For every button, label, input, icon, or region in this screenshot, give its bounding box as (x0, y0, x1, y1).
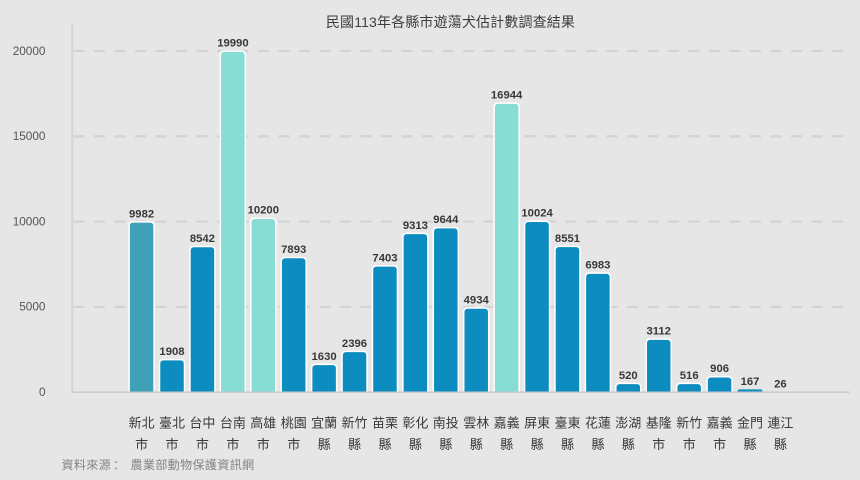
svg-text:1630: 1630 (312, 351, 337, 363)
svg-text:7403: 7403 (372, 252, 397, 264)
svg-text:新竹: 新竹 (676, 416, 702, 431)
svg-text:9982: 9982 (129, 208, 154, 220)
svg-text:市: 市 (257, 437, 270, 452)
svg-text:906: 906 (710, 363, 729, 375)
svg-text:縣: 縣 (318, 437, 331, 452)
svg-text:嘉義: 嘉義 (707, 416, 733, 431)
svg-text:縣: 縣 (561, 437, 574, 452)
svg-text:0: 0 (39, 385, 46, 399)
svg-text:苗栗: 苗栗 (372, 416, 398, 431)
svg-text:縣: 縣 (743, 437, 756, 452)
svg-text:1908: 1908 (159, 346, 184, 358)
svg-text:桃園: 桃園 (281, 416, 307, 431)
svg-text:彰化: 彰化 (402, 416, 428, 431)
svg-text:民國113年各縣市遊蕩犬估計數調查結果: 民國113年各縣市遊蕩犬估計數調查結果 (326, 14, 575, 30)
svg-text:4934: 4934 (464, 295, 490, 307)
svg-text:縣: 縣 (500, 437, 513, 452)
svg-text:雲林: 雲林 (463, 416, 489, 431)
svg-text:台南: 台南 (220, 416, 246, 431)
svg-text:市: 市 (683, 437, 696, 452)
svg-text:市: 市 (165, 437, 178, 452)
svg-text:8542: 8542 (190, 233, 215, 245)
svg-text:縣: 縣 (439, 437, 452, 452)
svg-text:連江: 連江 (767, 416, 793, 431)
svg-text:16944: 16944 (491, 90, 523, 102)
svg-text:縣: 縣 (378, 437, 391, 452)
svg-text:8551: 8551 (555, 233, 580, 245)
svg-text:嘉義: 嘉義 (494, 416, 520, 431)
svg-text:臺北: 臺北 (159, 416, 185, 431)
svg-text:縣: 縣 (348, 437, 361, 452)
svg-text:南投: 南投 (433, 416, 459, 431)
svg-text:縣: 縣 (774, 437, 787, 452)
svg-text:2396: 2396 (342, 338, 367, 350)
svg-text:縣: 縣 (409, 437, 422, 452)
svg-text:市: 市 (652, 437, 665, 452)
svg-text:新北: 新北 (129, 416, 155, 431)
svg-text:3112: 3112 (646, 326, 671, 338)
svg-text:基隆: 基隆 (646, 416, 672, 431)
svg-text:516: 516 (680, 370, 699, 382)
svg-text:10200: 10200 (248, 205, 279, 217)
svg-text:20000: 20000 (13, 44, 46, 58)
svg-text:澎湖: 澎湖 (615, 416, 641, 431)
svg-text:15000: 15000 (13, 129, 46, 143)
svg-text:市: 市 (196, 437, 209, 452)
svg-text:9313: 9313 (403, 220, 428, 232)
svg-text:市: 市 (287, 437, 300, 452)
svg-text:市: 市 (226, 437, 239, 452)
svg-text:花蓮: 花蓮 (585, 416, 611, 431)
svg-text:台中: 台中 (189, 416, 215, 431)
svg-text:26: 26 (774, 378, 787, 390)
svg-text:縣: 縣 (622, 437, 635, 452)
svg-text:7893: 7893 (281, 244, 306, 256)
svg-text:9644: 9644 (433, 214, 459, 226)
svg-text:19990: 19990 (217, 38, 248, 50)
svg-text:市: 市 (135, 437, 148, 452)
svg-text:資料來源：農業部動物保護資訊網: 資料來源：農業部動物保護資訊網 (62, 457, 255, 472)
svg-text:臺東: 臺東 (554, 416, 580, 431)
svg-text:167: 167 (741, 376, 760, 388)
svg-text:縣: 縣 (531, 437, 544, 452)
svg-text:金門: 金門 (737, 416, 763, 431)
svg-text:520: 520 (619, 370, 638, 382)
svg-text:6983: 6983 (585, 260, 610, 272)
svg-text:高雄: 高雄 (250, 416, 276, 431)
svg-text:10024: 10024 (521, 208, 553, 220)
svg-text:10000: 10000 (13, 214, 46, 228)
svg-text:縣: 縣 (591, 437, 604, 452)
svg-text:屏東: 屏東 (524, 416, 550, 431)
svg-text:縣: 縣 (470, 437, 483, 452)
svg-text:新竹: 新竹 (341, 416, 367, 431)
svg-text:宜蘭: 宜蘭 (311, 416, 337, 431)
svg-text:市: 市 (713, 437, 726, 452)
svg-text:5000: 5000 (19, 300, 46, 314)
